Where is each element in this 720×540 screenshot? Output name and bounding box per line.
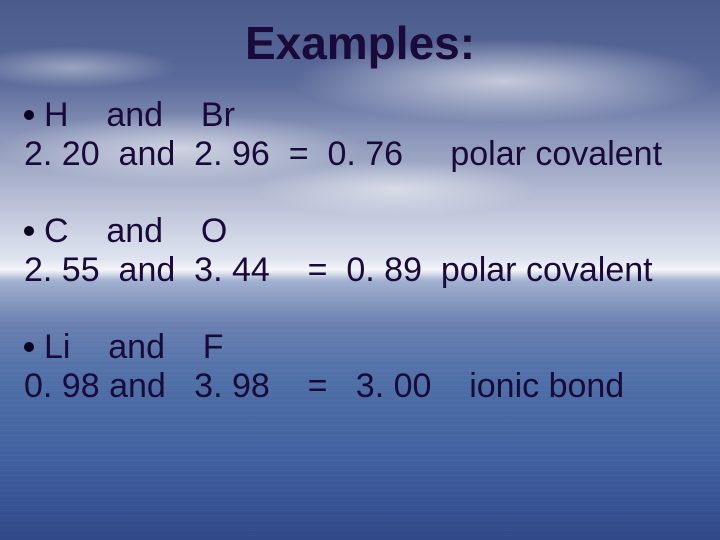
slide: Examples: H and Br 2. 20 and 2. 96 = 0. … [0,0,720,540]
and-label: and [119,251,176,289]
example-row: H and Br 2. 20 and 2. 96 = 0. 76 polar c… [24,96,696,174]
bullet-icon [24,110,34,120]
value-2: 3. 98 [194,367,270,405]
element-1: H [44,96,69,134]
value-2: 3. 44 [194,251,270,289]
and-label: and [108,328,165,366]
and-label: and [106,212,163,250]
equals-label: = [308,251,328,289]
example-values-line: 2. 20 and 2. 96 = 0. 76 polar covalent [24,135,696,174]
difference-value: 0. 89 [346,251,422,289]
bond-type: polar covalent [450,135,662,173]
slide-body: H and Br 2. 20 and 2. 96 = 0. 76 polar c… [24,96,696,445]
example-values-line: 0. 98 and 3. 98 = 3. 00 ionic bond [24,367,696,406]
bullet-icon [24,226,34,236]
element-2: O [201,212,227,250]
example-elements-line: Li and F [24,328,696,367]
value-2: 2. 96 [194,135,270,173]
value-1: 2. 55 [24,251,100,289]
equals-label: = [308,367,328,405]
element-1: C [44,212,69,250]
and-label: and [119,135,176,173]
element-2: Br [201,96,235,134]
example-elements-line: H and Br [24,96,696,135]
bond-type: ionic bond [469,367,624,405]
bond-type: polar covalent [441,251,653,289]
example-row: C and O 2. 55 and 3. 44 = 0. 89 polar co… [24,212,696,290]
difference-value: 0. 76 [327,135,403,173]
element-2: F [203,328,224,366]
example-elements-line: C and O [24,212,696,251]
equals-label: = [289,135,309,173]
value-1: 0. 98 [24,367,100,405]
and-label: and [109,367,166,405]
bullet-icon [24,342,34,352]
value-1: 2. 20 [24,135,100,173]
difference-value: 3. 00 [356,367,432,405]
example-values-line: 2. 55 and 3. 44 = 0. 89 polar covalent [24,251,696,290]
element-1: Li [44,328,70,366]
and-label: and [106,96,163,134]
example-row: Li and F 0. 98 and 3. 98 = 3. 00 ionic b… [24,328,696,406]
slide-title: Examples: [0,16,720,70]
